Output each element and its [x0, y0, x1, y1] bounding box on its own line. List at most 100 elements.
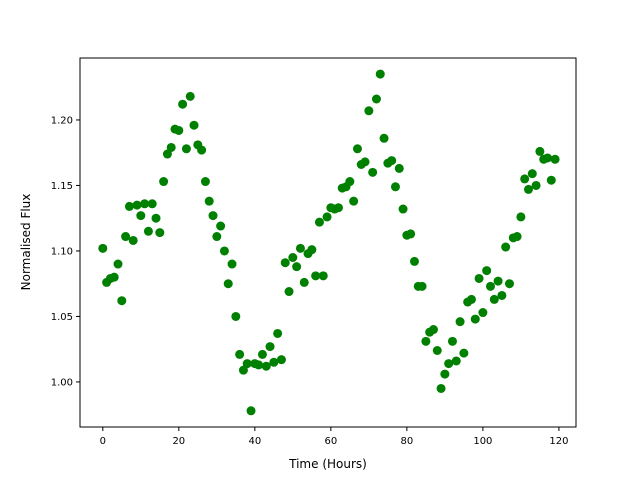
- data-point: [387, 156, 397, 166]
- data-point: [223, 279, 233, 289]
- data-point: [121, 232, 131, 242]
- data-point: [124, 201, 134, 211]
- data-point: [523, 184, 533, 194]
- data-point: [273, 328, 283, 338]
- data-point: [311, 271, 321, 281]
- data-point: [219, 246, 229, 256]
- data-point: [406, 229, 416, 239]
- data-point: [485, 281, 495, 291]
- data-point: [444, 359, 454, 369]
- data-point: [379, 133, 389, 143]
- data-point: [531, 180, 541, 190]
- data-point: [238, 365, 248, 375]
- data-point: [269, 357, 279, 367]
- data-point: [375, 69, 385, 79]
- data-point: [394, 163, 404, 173]
- data-point: [212, 232, 222, 242]
- x-tick-label: 60: [324, 436, 337, 447]
- data-point: [254, 360, 264, 370]
- y-tick-label: 1.15: [51, 181, 73, 192]
- data-point: [478, 308, 488, 318]
- data-point: [113, 259, 123, 269]
- data-point: [345, 177, 355, 187]
- data-point: [497, 290, 507, 300]
- data-point: [470, 314, 480, 324]
- data-point: [417, 281, 427, 291]
- y-tick-label: 1.00: [51, 377, 73, 388]
- data-point: [550, 154, 560, 164]
- data-point: [440, 369, 450, 379]
- data-point: [200, 177, 210, 187]
- data-point: [117, 296, 127, 306]
- data-point: [197, 145, 207, 155]
- x-tick-label: 100: [473, 436, 492, 447]
- data-point: [136, 211, 146, 221]
- data-point: [288, 252, 298, 262]
- x-tick-label: 40: [248, 436, 261, 447]
- data-point: [318, 271, 328, 281]
- data-point: [322, 212, 332, 222]
- data-point: [371, 94, 381, 104]
- data-point: [314, 217, 324, 227]
- data-point: [132, 200, 142, 210]
- data-point: [208, 211, 218, 221]
- y-axis-label: Normalised Flux: [19, 194, 33, 291]
- data-point: [242, 359, 252, 369]
- data-point: [204, 196, 214, 206]
- data-point: [140, 199, 150, 209]
- data-point: [265, 342, 275, 352]
- data-point: [189, 120, 199, 130]
- data-point: [162, 149, 172, 159]
- data-point: [512, 232, 522, 242]
- data-point: [151, 213, 161, 223]
- x-tick-label: 0: [100, 436, 106, 447]
- data-point: [235, 349, 245, 359]
- data-point: [128, 235, 138, 245]
- data-point: [185, 91, 195, 101]
- data-point: [299, 277, 309, 287]
- data-point: [284, 287, 294, 297]
- data-point: [261, 361, 271, 371]
- data-point: [466, 294, 476, 304]
- data-point: [504, 279, 514, 289]
- data-point: [447, 336, 457, 346]
- data-point: [174, 125, 184, 135]
- data-point: [292, 262, 302, 272]
- data-point: [516, 212, 526, 222]
- data-point: [409, 256, 419, 266]
- data-point: [421, 336, 431, 346]
- data-point: [147, 199, 157, 209]
- data-point: [360, 157, 370, 167]
- data-point: [349, 196, 359, 206]
- data-point: [459, 348, 469, 358]
- data-point: [109, 272, 119, 282]
- data-point: [143, 226, 153, 236]
- data-point: [482, 266, 492, 276]
- data-point: [368, 167, 378, 177]
- data-point: [352, 144, 362, 154]
- data-point: [246, 406, 256, 416]
- x-tick-label: 120: [549, 436, 568, 447]
- data-point: [493, 276, 503, 286]
- data-point: [216, 221, 226, 231]
- data-point: [451, 356, 461, 366]
- data-point: [364, 106, 374, 116]
- data-point: [295, 243, 305, 253]
- x-tick-label: 80: [400, 436, 413, 447]
- y-tick-label: 1.05: [51, 312, 73, 323]
- data-point: [155, 228, 165, 238]
- data-point: [231, 311, 241, 321]
- data-point: [390, 182, 400, 192]
- data-point: [432, 346, 442, 356]
- data-point: [501, 242, 511, 252]
- data-point: [280, 258, 290, 268]
- data-point: [527, 169, 537, 179]
- x-axis-label: Time (Hours): [288, 457, 367, 471]
- data-point: [436, 383, 446, 393]
- data-point: [546, 175, 556, 185]
- data-point: [542, 153, 552, 163]
- y-tick-label: 1.20: [51, 115, 73, 126]
- data-point: [474, 273, 484, 283]
- plot-frame: [79, 57, 577, 428]
